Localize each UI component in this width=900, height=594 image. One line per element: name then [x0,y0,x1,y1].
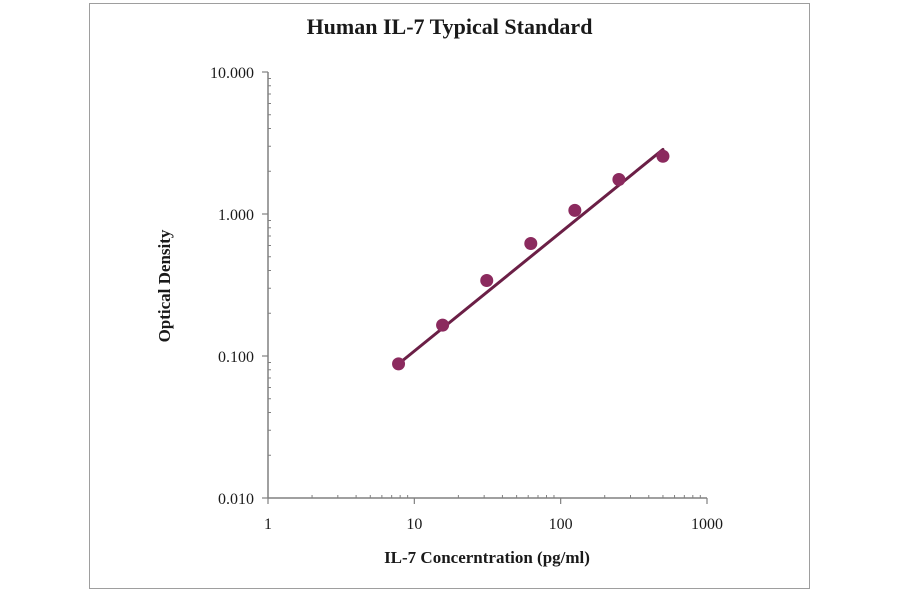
x-tick-label: 10 [406,516,422,533]
data-point [524,236,538,250]
chart-title: Human IL-7 Typical Standard [306,14,593,39]
x-tick-label: 1 [264,516,272,533]
y-tick-label: 0.100 [218,349,254,366]
data-point [656,149,670,163]
data-point [612,172,626,186]
data-point [392,357,406,371]
chart-frame [89,3,810,589]
x-axis-title: IL-7 Concerntration (pg/ml) [384,548,590,567]
x-tick-label: 100 [549,516,573,533]
data-point [436,318,450,332]
y-tick-label: 1.000 [218,207,254,224]
data-point [480,274,494,288]
y-axis-title: Optical Density [155,229,174,342]
y-tick-label: 10.000 [210,65,254,82]
x-tick-label: 1000 [691,516,723,533]
y-tick-label: 0.010 [218,491,254,508]
data-point [568,203,582,217]
